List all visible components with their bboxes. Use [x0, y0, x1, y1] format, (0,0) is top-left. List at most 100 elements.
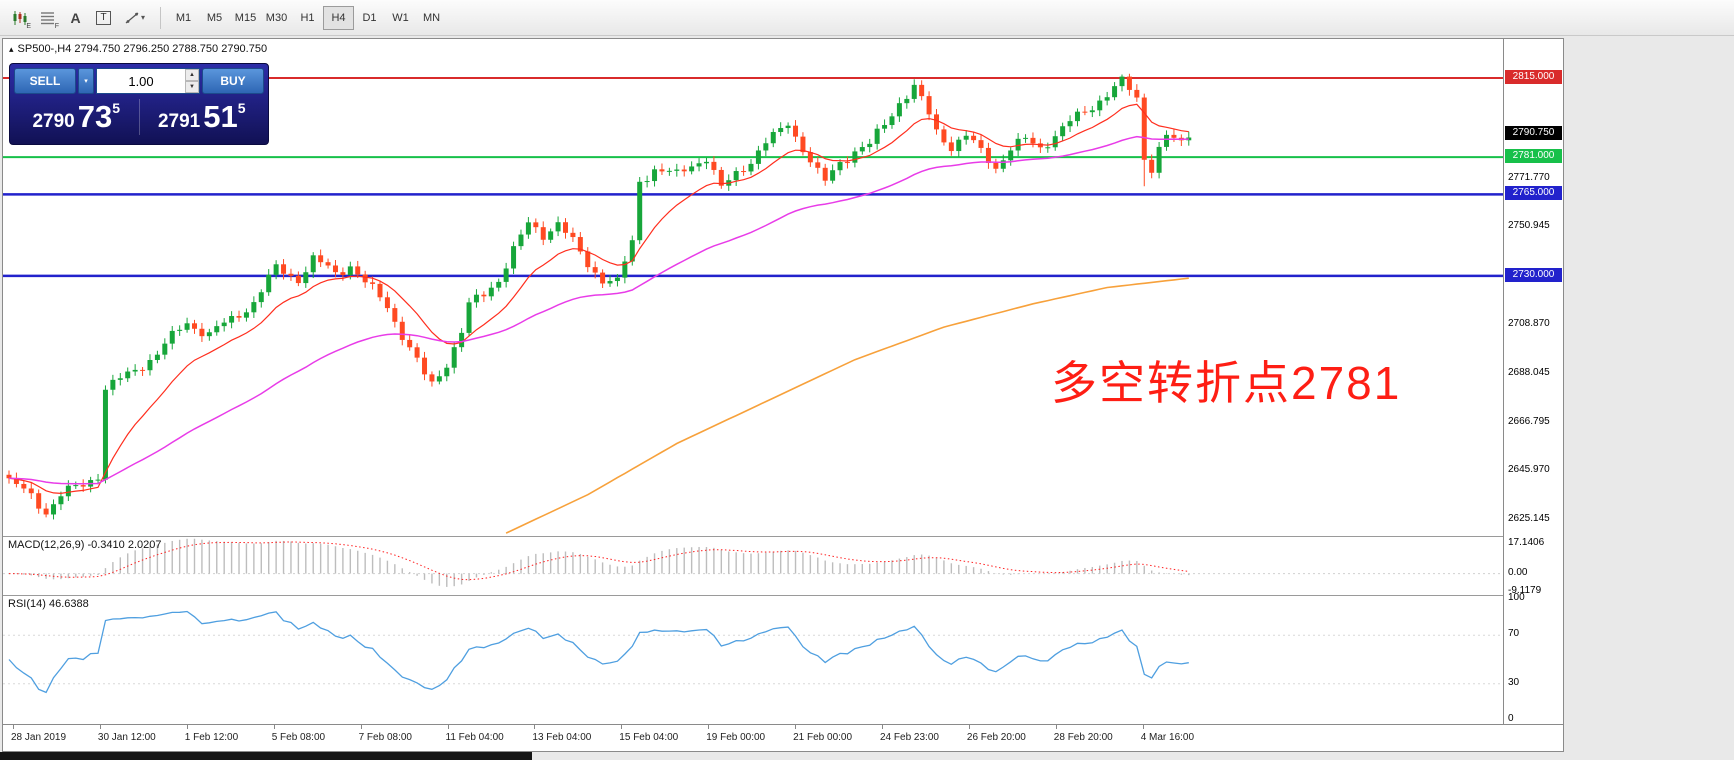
price-tick-label: 2645.970 [1508, 464, 1550, 476]
time-axis-tick [186, 725, 188, 729]
price-tick-label: 2688.045 [1508, 366, 1550, 378]
time-axis-label: 28 Feb 20:00 [1053, 732, 1113, 743]
drawing-tools-button[interactable]: ▾ [118, 5, 152, 31]
timeframe-m1-button[interactable]: M1 [168, 6, 199, 30]
price-axis[interactable]: 2771.770 2750.945 2708.870 2688.045 2666.795… [1503, 39, 1563, 724]
time-axis-tick [447, 725, 449, 729]
time-axis[interactable]: 28 Jan 2019 30 Jan 12:00 1 Feb 12:00 5 Feb … [3, 724, 1563, 751]
price-badge: 2815.000 [1505, 69, 1562, 84]
time-axis-label: 15 Feb 04:00 [619, 732, 679, 743]
timeframe-w1-button[interactable]: W1 [385, 6, 416, 30]
rsi-scale-label: 100 [1508, 592, 1525, 603]
rsi-scale-label: 0 [1508, 713, 1514, 724]
volume-up-button[interactable]: ▲ [185, 69, 199, 81]
macd-scale-label: 17.1406 [1508, 537, 1545, 548]
time-axis-label: 11 Feb 04:00 [445, 732, 504, 743]
time-axis-tick [1055, 725, 1057, 729]
timeframe-h4-button[interactable]: H4 [323, 5, 354, 30]
candlestick-chart-icon [13, 10, 26, 25]
time-axis-tick [13, 725, 14, 729]
trendline-icon [125, 12, 139, 23]
volume-field: ▲ ▼ [96, 68, 200, 94]
time-axis-label: 5 Feb 08:00 [271, 732, 326, 743]
sell-price[interactable]: 2790735 [32, 99, 121, 134]
buy-button[interactable]: BUY [202, 68, 264, 94]
macd-scale-label: -9.1179 [1508, 585, 1542, 597]
timeframe-m15-button[interactable]: M15 [230, 6, 261, 30]
text-label-tool-button[interactable]: T [90, 5, 117, 31]
macd-indicator-label: MACD(12,26,9) -0.3410 2.0207 [8, 539, 162, 551]
rsi-panel-separator[interactable] [3, 595, 1563, 596]
bottom-window-strip [0, 752, 532, 760]
price-badge: 2790.750 [1505, 126, 1562, 141]
dropdown-caret-icon: ▾ [140, 13, 145, 22]
volume-dropdown-button[interactable]: ▾ [78, 68, 94, 94]
time-axis-tick [795, 725, 797, 729]
time-axis-label: 13 Feb 04:00 [532, 732, 592, 743]
price-badge: 2781.000 [1505, 149, 1562, 164]
timeframe-h1-button[interactable]: H1 [292, 6, 323, 30]
one-click-toggle-icon[interactable]: ▴ [9, 44, 14, 54]
chart-symbol-title: ▴ SP500-,H4 2794.750 2796.250 2788.750 27… [9, 43, 267, 55]
price-badge: 2730.000 [1505, 267, 1562, 282]
time-axis-tick [621, 725, 623, 729]
buy-price[interactable]: 2791515 [138, 99, 265, 135]
time-axis-tick [534, 725, 536, 729]
price-tick-label: 2708.870 [1508, 318, 1550, 330]
timeframe-toolbar: M1 M5 M15 M30 H1 H4 D1 W1 MN [168, 5, 447, 30]
time-axis-label: 24 Feb 23:00 [880, 732, 939, 743]
timeframe-mn-button[interactable]: MN [416, 6, 447, 30]
main-chart-svg [3, 73, 1503, 694]
price-tick-label: 2625.145 [1508, 512, 1550, 524]
chart-annotation-text: 多空转折点2781 [1051, 357, 1402, 409]
time-axis-tick [273, 725, 275, 729]
time-axis-label: 4 Mar 16:00 [1140, 732, 1195, 743]
main-toolbar: E F A T ▾ M1 M5 M15 M30 H1 H4 D1 W1 MN [0, 0, 1734, 36]
trade-prices-row: 2790735 2791515 [14, 94, 264, 140]
indicator-list-button[interactable]: F [34, 5, 61, 31]
time-axis-tick [968, 725, 970, 729]
volume-down-button[interactable]: ▼ [185, 81, 199, 93]
sell-button[interactable]: SELL [14, 68, 76, 94]
letter-a-icon: A [70, 9, 81, 26]
chart-plot-area[interactable]: ▴ SP500-,H4 2794.750 2796.250 2788.750 27… [3, 39, 1503, 724]
toolbar-separator [160, 6, 161, 29]
timeframe-m30-button[interactable]: M30 [261, 6, 292, 30]
volume-input[interactable] [97, 69, 185, 93]
one-click-trading-panel: SELL ▾ ▲ ▼ BUY 2790735 2791515 [9, 63, 269, 145]
trade-controls-row: SELL ▾ ▲ ▼ BUY [14, 68, 264, 94]
time-axis-label: 19 Feb 00:00 [706, 732, 766, 743]
price-badge: 2765.000 [1505, 186, 1562, 201]
font-tool-button[interactable]: A [62, 5, 89, 31]
time-axis-tick [360, 725, 362, 729]
time-axis-label: 28 Jan 2019 [11, 732, 67, 743]
time-axis-tick [882, 725, 883, 729]
time-axis-label: 21 Feb 00:00 [793, 732, 853, 743]
candlestick-style-button[interactable]: E [6, 5, 33, 31]
time-axis-tick [1142, 725, 1144, 729]
symbol-ohlc-text: SP500-,H4 2794.750 2796.250 2788.750 279… [17, 43, 268, 55]
timeframe-m5-button[interactable]: M5 [199, 6, 230, 30]
time-axis-tick [708, 725, 710, 729]
price-tick-label: 2771.770 [1508, 171, 1550, 183]
timeframe-d1-button[interactable]: D1 [354, 6, 385, 30]
price-tick-label: 2666.795 [1508, 416, 1550, 427]
time-axis-tick [99, 725, 101, 729]
time-axis-label: 30 Jan 12:00 [97, 732, 156, 743]
chart-window: ▴ SP500-,H4 2794.750 2796.250 2788.750 27… [2, 38, 1564, 752]
rsi-indicator-label: RSI(14) 46.6388 [8, 598, 89, 610]
time-axis-label: 1 Feb 12:00 [184, 732, 239, 743]
rsi-scale-label: 30 [1508, 676, 1520, 688]
list-icon [41, 11, 54, 24]
volume-stepper: ▲ ▼ [185, 69, 199, 93]
letter-t-icon: T [96, 10, 111, 25]
time-axis-label: 7 Feb 08:00 [358, 732, 412, 743]
price-tick-label: 2750.945 [1508, 220, 1550, 232]
macd-scale-label: 0.00 [1508, 566, 1528, 578]
time-axis-label: 26 Feb 20:00 [966, 732, 1026, 743]
icon-badge-e: E [26, 22, 31, 30]
icon-badge-f: F [54, 22, 59, 30]
rsi-scale-label: 70 [1508, 628, 1520, 640]
macd-panel-separator[interactable] [3, 536, 1563, 537]
